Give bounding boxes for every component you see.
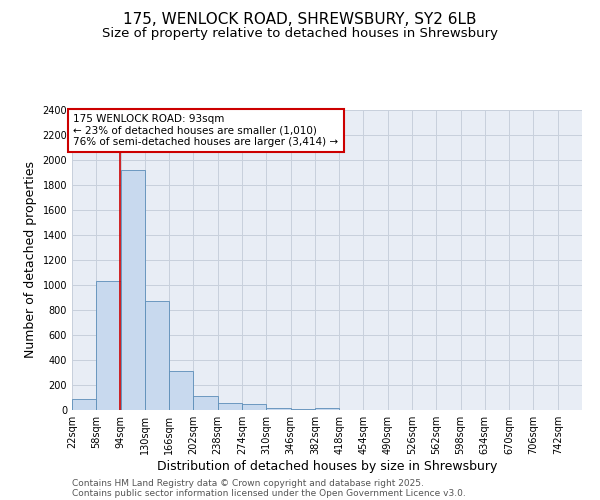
Text: Size of property relative to detached houses in Shrewsbury: Size of property relative to detached ho…: [102, 28, 498, 40]
X-axis label: Distribution of detached houses by size in Shrewsbury: Distribution of detached houses by size …: [157, 460, 497, 473]
Text: 175 WENLOCK ROAD: 93sqm
← 23% of detached houses are smaller (1,010)
76% of semi: 175 WENLOCK ROAD: 93sqm ← 23% of detache…: [73, 114, 338, 147]
Bar: [193, 396, 218, 410]
Bar: [96, 281, 121, 410]
Text: Contains HM Land Registry data © Crown copyright and database right 2025.: Contains HM Land Registry data © Crown c…: [72, 478, 424, 488]
Text: Contains public sector information licensed under the Open Government Licence v3: Contains public sector information licen…: [72, 488, 466, 498]
Bar: [72, 399, 96, 410]
Bar: [242, 404, 266, 410]
Bar: [145, 301, 169, 410]
Bar: [315, 408, 339, 410]
Bar: [121, 170, 145, 410]
Bar: [218, 403, 242, 410]
Y-axis label: Number of detached properties: Number of detached properties: [24, 162, 37, 358]
Bar: [266, 408, 290, 410]
Text: 175, WENLOCK ROAD, SHREWSBURY, SY2 6LB: 175, WENLOCK ROAD, SHREWSBURY, SY2 6LB: [123, 12, 477, 28]
Bar: [169, 371, 193, 410]
Bar: [290, 409, 315, 410]
